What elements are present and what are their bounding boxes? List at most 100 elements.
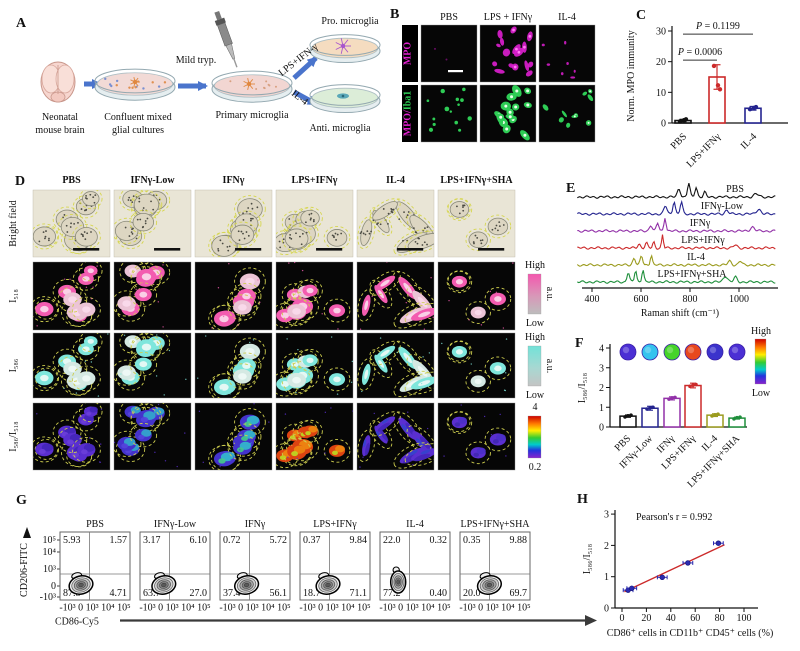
cell-process xyxy=(335,45,344,50)
data-point xyxy=(683,117,689,122)
cell-dashed-outline xyxy=(57,355,88,382)
noise-speck xyxy=(268,421,270,423)
cell-speckle xyxy=(144,222,147,225)
ratio-cell-patch xyxy=(218,458,226,464)
contour-ring xyxy=(243,582,250,588)
cell-speckle xyxy=(80,233,83,236)
i518-cell-core xyxy=(68,296,77,303)
panel-f-label: F xyxy=(575,336,584,351)
data-point xyxy=(717,87,723,92)
ratio-map-circle xyxy=(684,343,702,361)
noise-speck xyxy=(222,315,225,318)
mpo-cell-core xyxy=(512,28,515,32)
ratio-cell-patch xyxy=(39,448,46,454)
cell-process xyxy=(248,79,254,85)
cell-speckle xyxy=(474,234,477,237)
i518-cell-core xyxy=(245,277,255,285)
cell-speckle xyxy=(245,231,248,233)
noise-speck xyxy=(92,286,94,288)
cell-dashed-outline xyxy=(130,406,161,434)
row-label-strip xyxy=(402,25,418,82)
ratio-cell-patch xyxy=(41,443,53,452)
quadrant-ul-value: 5.93 xyxy=(63,535,81,546)
ratio-cell-patch xyxy=(419,436,433,451)
cell-dashed-outline xyxy=(393,370,432,398)
cell-dashed-outline xyxy=(129,209,158,235)
noise-speck xyxy=(97,395,100,397)
cell-speckle xyxy=(86,232,89,235)
brightfield-cell xyxy=(132,212,155,232)
contour-blob xyxy=(151,572,177,595)
panel-d-row-label: I₅₁₈ xyxy=(8,289,19,303)
cell-dashed-outline xyxy=(404,302,434,326)
noise-speck xyxy=(249,341,251,344)
noise-speck xyxy=(423,328,426,330)
x-tick-label: 60 xyxy=(690,613,700,624)
noise-speck xyxy=(90,361,93,363)
i518-cell-core xyxy=(82,276,90,282)
ratio-cell-patch xyxy=(416,438,424,447)
noise-speck xyxy=(202,461,204,464)
i518-cell-core xyxy=(403,282,413,294)
y-axis-arrowhead xyxy=(23,527,31,538)
cell-speckle xyxy=(463,204,466,207)
y-axis-title: I₅₈₆/I₅₁₈ xyxy=(582,543,593,574)
quadrant-lr-value: 56.1 xyxy=(270,588,288,599)
cell-speckle xyxy=(456,205,458,208)
cell-dashed-outline xyxy=(52,206,82,233)
cell-process xyxy=(243,83,250,88)
cell-dashed-outline xyxy=(57,426,88,454)
i586-cell-core xyxy=(406,380,419,388)
cell-process xyxy=(248,83,254,89)
cell-speckle xyxy=(288,218,291,220)
panel-c-label: C xyxy=(636,8,647,23)
cell-speckle xyxy=(376,223,378,226)
culture-dot xyxy=(108,83,112,86)
brightfield-cell xyxy=(372,201,398,221)
i586-cell-core xyxy=(306,357,314,363)
brightfield-cell xyxy=(449,201,470,218)
cell-speckle xyxy=(94,194,97,197)
caption-primary: Primary microglia xyxy=(215,110,289,121)
mpo-cell-core xyxy=(517,50,521,54)
noise-speck xyxy=(157,403,160,406)
cell-speckle xyxy=(412,227,415,230)
row-label-part: MPO xyxy=(403,42,414,66)
noise-speck xyxy=(468,319,470,321)
bar xyxy=(663,397,681,428)
noise-speck xyxy=(502,327,505,329)
ratio-cell-patch xyxy=(332,450,338,456)
data-point xyxy=(738,415,742,419)
caption-confluent: Confluent mixed xyxy=(104,112,172,123)
noise-speck xyxy=(359,328,362,330)
cell-speckle xyxy=(362,232,365,235)
data-point xyxy=(651,405,655,410)
data-point xyxy=(716,412,720,416)
cell-dashed-outline xyxy=(115,364,146,391)
i586-cell-core xyxy=(122,369,131,376)
mpo-cell xyxy=(527,61,534,68)
cell-speckle xyxy=(227,249,230,252)
cell-dashed-outline xyxy=(297,206,323,230)
x-category-label: IL-4 xyxy=(739,131,759,151)
mpo-cell xyxy=(502,48,511,57)
cell-dashed-outline xyxy=(357,358,376,391)
noise-speck xyxy=(238,449,241,451)
cell-process xyxy=(133,81,136,87)
cell-process xyxy=(342,39,349,47)
cell-speckle xyxy=(130,231,133,234)
noise-speck xyxy=(168,349,171,352)
panel-b-column-header: LPS + IFNγ xyxy=(484,12,533,23)
noise-speck xyxy=(198,410,201,413)
cell-speckle xyxy=(300,243,303,246)
cell-speckle xyxy=(368,232,371,235)
culture-dot xyxy=(151,81,154,84)
noise-speck xyxy=(297,348,299,351)
cell-speckle xyxy=(128,235,131,237)
cell-dashed-outline xyxy=(281,367,312,394)
ratio-cell-patch xyxy=(335,445,345,453)
cell-speckle xyxy=(73,222,76,225)
cell-speckle xyxy=(251,217,254,220)
noise-speck xyxy=(420,382,423,385)
ratio-cell-patch xyxy=(71,451,80,458)
